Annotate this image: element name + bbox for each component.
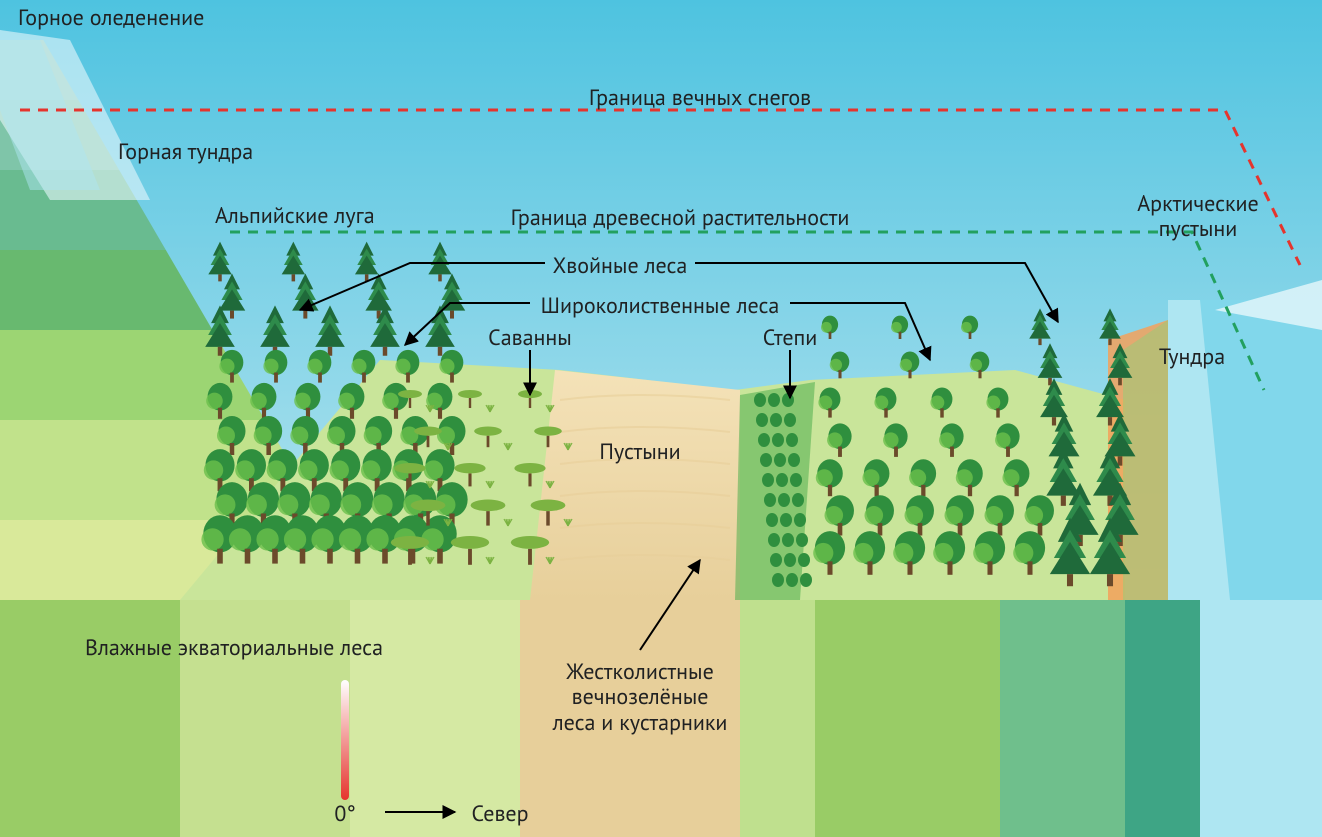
- label-north: Север: [471, 802, 528, 827]
- label-mountain-tundra: Горная тундра: [118, 140, 253, 165]
- diagram-stage: Горное оледенение Граница вечных снегов …: [0, 0, 1322, 837]
- label-deserts: Пустыни: [599, 440, 680, 465]
- thermo-indicator: [341, 680, 349, 800]
- label-treeline: Граница древесной растительности: [511, 206, 850, 231]
- label-alpine-meadows: Альпийские луга: [215, 204, 375, 229]
- label-savannas: Саванны: [488, 326, 572, 351]
- label-conifer-forests: Хвойные леса: [553, 254, 688, 279]
- label-tundra: Тундра: [1159, 345, 1225, 370]
- label-steppes: Степи: [763, 326, 818, 351]
- label-wet-eq-forests: Влажные экваториальные леса: [85, 636, 383, 661]
- label-arctic-deserts: Арктические пустыни: [1137, 192, 1258, 243]
- label-snowline: Граница вечных снегов: [589, 86, 811, 111]
- label-sclerophyll: Жесткoлистные вечнозелёные леса и кустар…: [553, 660, 728, 736]
- label-broadleaf-forests: Широколиственные леса: [541, 294, 780, 319]
- label-zero-deg: 0°: [334, 802, 355, 827]
- label-glaciation: Горное оледенение: [18, 6, 204, 31]
